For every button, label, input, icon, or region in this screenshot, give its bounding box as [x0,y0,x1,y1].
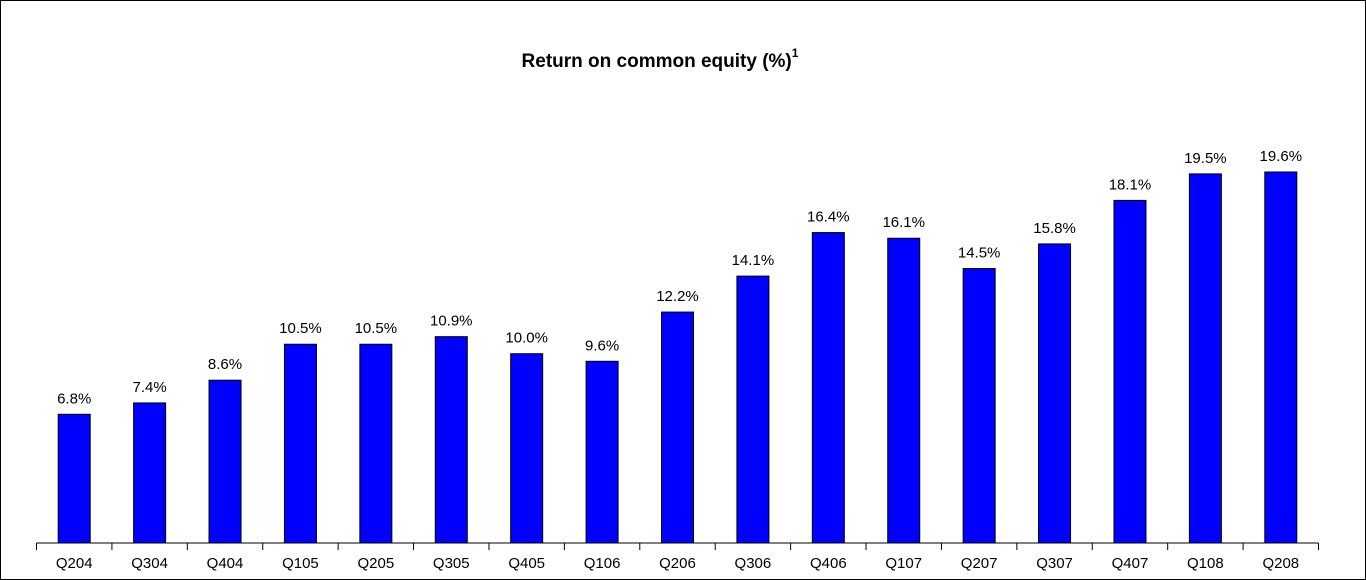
value-label: 15.8% [1033,220,1076,237]
x-tick-label: Q306 [735,555,772,572]
bar [736,275,770,544]
bar [434,336,468,544]
value-label: 16.1% [882,214,925,231]
value-label: 10.9% [430,313,473,330]
x-tick-label: Q207 [961,555,998,572]
value-label: 19.6% [1260,148,1303,165]
bar [208,379,242,544]
x-tick-label: Q206 [659,555,696,572]
bar [1038,243,1072,544]
x-tick-label: Q406 [810,555,847,572]
bar [661,311,694,544]
x-tick-label: Q407 [1112,555,1149,572]
x-tick-label: Q404 [207,555,244,572]
bar [1188,173,1222,544]
bar [962,268,996,544]
bar [811,232,845,544]
value-label: 10.0% [505,330,548,347]
value-label: 14.5% [958,245,1001,262]
bar [283,343,317,544]
x-tick-label: Q205 [358,555,395,572]
x-tick-label: Q106 [584,555,621,572]
x-tick-label: Q105 [282,555,319,572]
value-label: 7.4% [133,379,167,396]
value-label: 9.6% [585,337,619,354]
x-tick-label: Q304 [131,555,168,572]
bar [133,402,167,544]
value-label: 10.5% [279,320,322,337]
value-label: 18.1% [1109,176,1152,193]
bar [887,237,921,544]
value-label: 6.8% [57,390,91,407]
bar [57,413,91,544]
title-text: Return on common equity (%) [522,51,792,72]
bar [585,360,619,544]
x-tick-label: Q107 [885,555,922,572]
x-tick-label: Q108 [1187,555,1224,572]
title-footnote: 1 [792,46,799,60]
x-tick-label: Q405 [508,555,545,572]
chart-title: Return on common equity (%)1 [522,46,799,72]
value-label: 14.1% [732,252,775,269]
bar [1264,171,1298,544]
value-label: 16.4% [807,209,850,226]
x-tick-label: Q208 [1262,555,1299,572]
value-label: 8.6% [208,356,242,373]
x-tick-label: Q305 [433,555,470,572]
value-label: 19.5% [1184,150,1227,167]
bar [359,343,393,544]
x-tick-label: Q307 [1036,555,1073,572]
bar [510,353,544,544]
x-tick-label: Q204 [56,555,93,572]
bar [1113,199,1147,544]
value-label: 10.5% [355,320,398,337]
value-label: 12.2% [656,288,699,305]
